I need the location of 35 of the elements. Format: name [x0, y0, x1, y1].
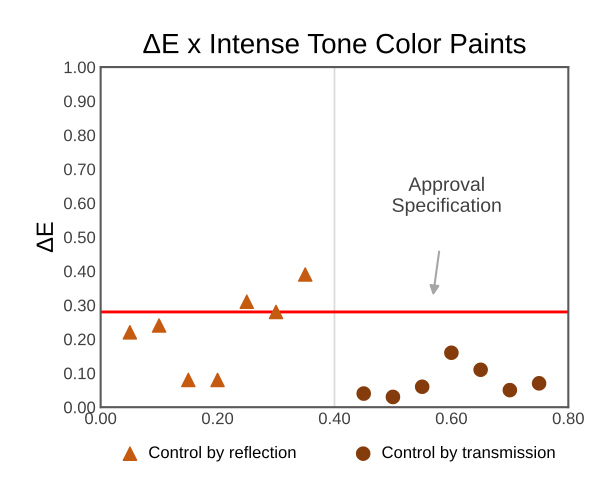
x-tick-label: 0.80: [552, 412, 584, 424]
y-tick-label: 0.00: [64, 402, 96, 414]
y-tick-label: 0.30: [64, 300, 96, 312]
point: [473, 362, 488, 378]
point: [240, 294, 254, 310]
x-tick-label: 0.40: [318, 412, 350, 424]
y-tick-label: 0.90: [64, 95, 96, 108]
point: [210, 372, 225, 388]
point: [356, 386, 371, 401]
x-tick-label: 0.60: [436, 412, 467, 424]
point: [502, 382, 518, 398]
point: [298, 267, 313, 282]
point: [122, 325, 138, 340]
annotation: Approval Specification: [392, 176, 501, 216]
point: [268, 304, 284, 320]
y-tick-label: 0.20: [64, 334, 96, 346]
legend-label: Control by reflection: [149, 446, 296, 462]
point: [414, 379, 430, 394]
chart-title: ΔE x Intense Tone Color Paints: [143, 33, 526, 54]
x-tick-label: 0.20: [202, 412, 234, 424]
y-tick-label: 0.50: [64, 232, 96, 244]
point: [181, 372, 196, 388]
point: [152, 318, 166, 333]
point: [386, 390, 400, 404]
y-tick-label: 0.70: [64, 163, 96, 176]
point: [532, 376, 546, 391]
y-tick-label: 0.40: [64, 266, 96, 278]
y-tick-label: 0.80: [64, 129, 96, 142]
legend-label: Control by transmission: [382, 446, 555, 462]
point: [444, 345, 459, 360]
y-tick-label: 0.10: [64, 368, 96, 380]
x-tick-label: 0.00: [85, 412, 116, 424]
y-axis-title: ΔE: [36, 222, 53, 252]
y-tick-label: 0.60: [64, 197, 96, 210]
y-tick-label: 1.00: [64, 61, 96, 74]
